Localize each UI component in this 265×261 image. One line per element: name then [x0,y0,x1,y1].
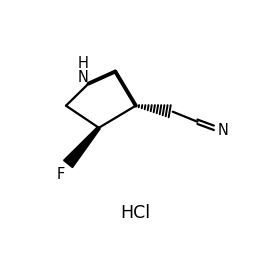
Text: H: H [78,56,89,71]
Text: F: F [57,167,65,181]
Text: HCl: HCl [121,204,151,222]
Text: N: N [78,70,89,85]
Polygon shape [64,127,100,168]
Text: N: N [218,123,228,138]
